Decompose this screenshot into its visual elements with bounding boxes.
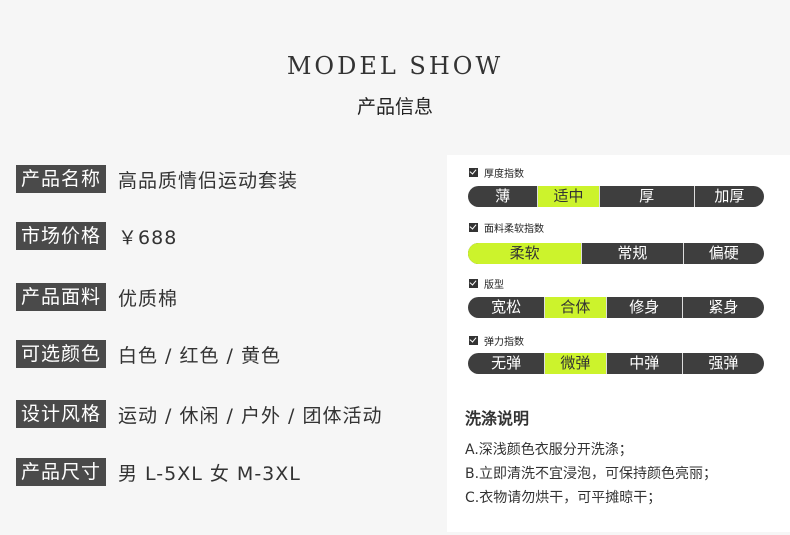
fit-index-title: 版型 <box>469 276 504 291</box>
washing-item: B.立即清洗不宜浸泡，可保持颜色亮丽； <box>465 466 718 482</box>
info-label: 可选颜色 <box>16 340 107 368</box>
thickness-scale: 薄 适中 厚 加厚 <box>468 186 764 207</box>
page-subtitle: 产品信息 <box>356 96 433 118</box>
scale-option: 合体 <box>544 297 606 318</box>
checkbox-icon <box>469 222 478 232</box>
fit-scale: 宽松 合体 修身 紧身 <box>468 297 764 318</box>
info-label: 产品面料 <box>16 283 107 311</box>
scale-option: 中弹 <box>605 353 682 374</box>
scale-option: 修身 <box>605 297 682 318</box>
index-title-text: 弹力指数 <box>484 336 524 348</box>
elasticity-index-title: 弹力指数 <box>469 333 524 348</box>
info-row-style: 设计风格 运动 / 休闲 / 户外 / 团体活动 <box>16 400 382 428</box>
scale-option: 加厚 <box>693 186 764 207</box>
page-title: MODEL SHOW <box>286 52 504 80</box>
specs-panel: 厚度指数 薄 适中 厚 加厚 面料柔软指数 柔软 常规 偏硬 版型 宽松 合体 … <box>447 155 790 532</box>
washing-title: 洗涤说明 <box>465 409 530 428</box>
info-value: 优质棉 <box>118 287 179 310</box>
scale-option: 紧身 <box>681 297 764 318</box>
checkbox-icon <box>469 278 478 288</box>
thickness-index-title: 厚度指数 <box>469 165 524 180</box>
checkbox-icon <box>469 167 478 177</box>
scale-option: 偏硬 <box>682 243 764 264</box>
checkbox-icon <box>469 335 478 345</box>
info-label: 产品尺寸 <box>16 458 107 486</box>
info-value: 男 L-5XL 女 M-3XL <box>118 462 301 485</box>
washing-item: C.衣物请勿烘干，可平摊晾干； <box>465 490 662 506</box>
info-label: 设计风格 <box>16 400 107 428</box>
scale-option: 薄 <box>495 187 511 205</box>
info-value: 运动 / 休闲 / 户外 / 团体活动 <box>118 404 383 427</box>
scale-option: 厚 <box>598 186 694 207</box>
info-row-colors: 可选颜色 白色 / 红色 / 黄色 <box>16 340 281 368</box>
washing-item: A.深浅颜色衣服分开洗涤； <box>465 442 633 458</box>
softness-index-title: 面料柔软指数 <box>469 220 544 235</box>
info-value: 白色 / 红色 / 黄色 <box>118 344 281 367</box>
scale-option: 柔软 <box>468 243 582 264</box>
info-label: 产品名称 <box>16 165 107 193</box>
info-row-fabric: 产品面料 优质棉 <box>16 283 178 311</box>
scale-option: 微弹 <box>544 353 606 374</box>
info-row-size: 产品尺寸 男 L-5XL 女 M-3XL <box>16 458 301 486</box>
scale-option: 常规 <box>581 243 682 264</box>
scale-option: 强弹 <box>681 353 764 374</box>
info-value: 高品质情侣运动套装 <box>118 169 299 192</box>
softness-scale: 柔软 常规 偏硬 <box>468 243 764 264</box>
scale-option: 宽松 <box>491 298 522 316</box>
info-label: 市场价格 <box>16 222 107 250</box>
index-title-text: 面料柔软指数 <box>484 223 544 235</box>
info-row-price: 市场价格 ￥688 <box>16 222 177 250</box>
index-title-text: 版型 <box>484 279 504 291</box>
info-row-name: 产品名称 高品质情侣运动套装 <box>16 165 298 193</box>
elasticity-scale: 无弹 微弹 中弹 强弹 <box>468 353 764 374</box>
index-title-text: 厚度指数 <box>484 168 524 180</box>
info-value: ￥688 <box>118 226 178 249</box>
scale-option: 无弹 <box>491 354 522 372</box>
scale-option: 适中 <box>537 186 599 207</box>
